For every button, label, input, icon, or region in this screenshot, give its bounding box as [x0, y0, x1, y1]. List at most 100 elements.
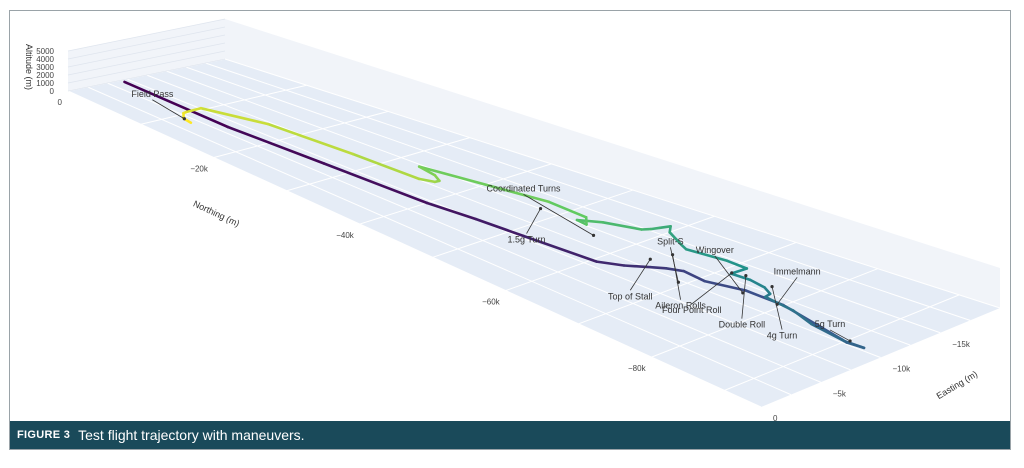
- annotation-arrow-head: [538, 206, 543, 211]
- grid-line-altitude: [67, 42, 226, 76]
- altitude-tick-label: 0: [50, 87, 55, 96]
- trajectory-segment: [649, 265, 668, 270]
- altitude-tick-label: 4000: [36, 55, 54, 64]
- annotation-label: Coordinated Turns: [487, 183, 562, 193]
- trajectory-segment: [351, 152, 421, 181]
- easting-tick-label: −10k: [893, 365, 912, 374]
- trajectory-segment: [417, 165, 437, 177]
- northing-tick-label: −80k: [628, 364, 647, 373]
- annotation-arrow-head: [741, 291, 745, 295]
- altitude-tick-label: 1000: [36, 79, 54, 88]
- trajectory-segment: [417, 177, 437, 184]
- annotation-label: 5g Turn: [815, 319, 846, 329]
- grid-line-easting: [165, 70, 911, 346]
- trajectory-segment: [658, 225, 672, 230]
- grid-line-easting: [185, 66, 941, 334]
- trajectory-segment: [842, 339, 866, 350]
- maneuver-annotations: Field Pass 1.5g Turn Coordinated Turns Top …: [131, 89, 852, 343]
- trajectory-segment: [729, 267, 749, 275]
- annotation-label: Aileron Rolls: [655, 301, 706, 311]
- trajectory-segment: [791, 309, 813, 326]
- annotation-arrow-head: [775, 302, 779, 306]
- trajectory-segment: [684, 247, 729, 263]
- annotation-arrow-line: [741, 275, 747, 319]
- trajectory-segment: [725, 259, 749, 270]
- side-wall: [68, 19, 225, 91]
- annotation-label: Top of Stall: [608, 291, 653, 301]
- grid-line-altitude: [67, 34, 226, 68]
- easting-tick-label: −5k: [833, 389, 847, 398]
- annotation-arrow-head: [591, 233, 596, 237]
- figure-caption: Test flight trajectory with maneuvers.: [78, 427, 305, 443]
- trajectory-segment: [763, 286, 772, 296]
- annotation-arrow-head: [676, 280, 680, 284]
- trajectory-segment: [810, 322, 846, 343]
- trajectory-segment: [199, 106, 270, 126]
- trajectory-segment: [763, 295, 795, 312]
- annotation-arrow-line: [629, 259, 651, 291]
- trajectory-segment: [748, 278, 766, 289]
- easting-tick-label: −15k: [952, 340, 971, 349]
- grid-line-easting: [146, 74, 881, 358]
- annotation-arrow-line: [691, 272, 733, 305]
- y-axis-title: Northing (m): [192, 199, 242, 229]
- trajectory-segment: [575, 218, 605, 224]
- trajectory-3d-plot: 0−20k−40k−60k−80k0−5k−10k−15k−20k0100020…: [24, 18, 1001, 423]
- altitude-tick-label: 3000: [36, 63, 54, 72]
- trajectory-segment: [622, 264, 653, 269]
- easting-tick-label: 0: [773, 414, 778, 423]
- trajectory-segment: [123, 80, 230, 129]
- trajectory-segment: [601, 221, 643, 231]
- trajectory-segment: [185, 106, 203, 114]
- grid-line-easting: [87, 86, 792, 396]
- trajectory-segment: [417, 165, 551, 204]
- annotation-arrow-head: [744, 274, 748, 278]
- figure-label: FIGURE 3: [17, 429, 71, 441]
- trajectory-segment: [668, 231, 683, 247]
- trajectory-segment: [575, 218, 588, 226]
- trajectory-segment: [547, 200, 588, 219]
- caption-bar: FIGURE 3 Test flight trajectory with man…: [10, 421, 1010, 449]
- grid-line-altitude: [67, 18, 226, 52]
- grid-line-easting: [224, 58, 1001, 309]
- annotation-label: 1.5g Turn: [508, 235, 546, 245]
- northing-tick-label: −40k: [336, 231, 355, 240]
- annotation-arrow-line: [526, 208, 541, 234]
- trajectory-segment: [649, 226, 662, 231]
- grid-line-easting: [67, 90, 762, 408]
- z-axis-title: Altitude (m): [24, 44, 34, 90]
- figure-frame: 0−20k−40k−60k−80k0−5k−10k−15k−20k0100020…: [9, 10, 1011, 450]
- annotation-arrow-line: [771, 286, 783, 330]
- annotation-arrow-line: [669, 247, 679, 283]
- trajectory-segment: [266, 122, 355, 156]
- annotation-arrow-line: [829, 329, 851, 342]
- trajectory-segment: [474, 217, 525, 238]
- grid-line-easting: [205, 62, 971, 321]
- trajectory-segment: [522, 234, 598, 263]
- floor-polygon: [68, 59, 1000, 407]
- trajectory-segment: [595, 260, 626, 267]
- annotation-arrow-line: [523, 194, 594, 236]
- annotation-label: Double Roll: [719, 320, 766, 330]
- x-axis-title: Easting (m): [935, 369, 980, 401]
- trajectory-segment: [703, 279, 748, 292]
- trajectory-segment: [425, 201, 478, 221]
- grid-line-altitude: [67, 50, 226, 84]
- annotation-arrow-head: [182, 117, 186, 121]
- annotation-label: Field Pass: [131, 89, 174, 99]
- trajectory-segment: [682, 269, 706, 283]
- northing-tick-label: −60k: [482, 298, 501, 307]
- altitude-tick-label: 2000: [36, 71, 54, 80]
- annotation-label: Immelmann: [774, 266, 821, 276]
- back-wall: [225, 19, 1000, 308]
- grid-line-easting: [107, 82, 821, 383]
- annotation-arrow-line: [776, 277, 798, 305]
- northing-tick-label: −20k: [190, 165, 209, 174]
- annotation-arrow-head: [770, 284, 774, 289]
- annotation-arrow-line: [152, 99, 185, 120]
- annotation-arrow-line: [714, 255, 744, 294]
- annotation-label: 4g Turn: [767, 331, 798, 341]
- trajectory-segment: [322, 162, 429, 205]
- northing-tick-label: 0: [58, 98, 63, 107]
- grid-line-altitude: [67, 26, 226, 60]
